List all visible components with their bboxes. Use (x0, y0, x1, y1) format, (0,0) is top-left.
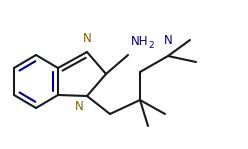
Text: N: N (75, 100, 84, 113)
Text: 2: 2 (148, 41, 154, 50)
Text: N: N (164, 34, 172, 47)
Text: N: N (83, 32, 91, 45)
Text: NH: NH (131, 35, 149, 48)
